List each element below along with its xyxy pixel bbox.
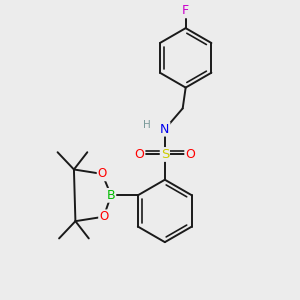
Text: O: O bbox=[185, 148, 195, 161]
Text: S: S bbox=[161, 148, 169, 161]
Text: O: O bbox=[99, 210, 108, 223]
Text: O: O bbox=[98, 167, 107, 180]
Text: H: H bbox=[143, 120, 151, 130]
Text: N: N bbox=[160, 123, 170, 136]
Text: F: F bbox=[182, 4, 189, 17]
Text: O: O bbox=[135, 148, 145, 161]
Text: B: B bbox=[107, 189, 116, 202]
